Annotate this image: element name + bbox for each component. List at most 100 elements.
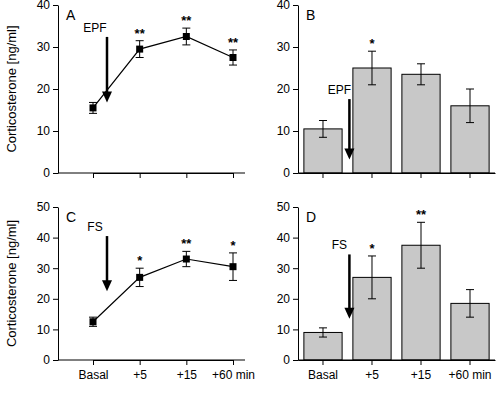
x-tick	[421, 173, 422, 178]
arrow-shaft	[106, 236, 109, 282]
arrow-shaft	[348, 254, 351, 309]
figure: 010203040ACorticosterone [ng/ml]EPF*****…	[0, 0, 500, 399]
x-axis	[299, 173, 496, 178]
x-axis: Basal+5+15+60 min	[78, 360, 255, 382]
y-tick-mark	[293, 299, 298, 300]
x-tick-mark	[322, 360, 323, 365]
x-tick-mark	[140, 173, 141, 178]
x-tick-mark	[140, 360, 141, 365]
y-tick-label: 20	[37, 292, 51, 306]
error-cap	[417, 63, 425, 64]
error-cap	[182, 266, 190, 267]
x-tick	[93, 173, 94, 178]
error-stem	[421, 64, 422, 85]
y-tick-label: 20	[37, 82, 51, 96]
y-tick-label: 30	[277, 40, 291, 54]
error-bar	[319, 121, 327, 138]
error-cap	[89, 317, 97, 318]
error-bar	[319, 328, 327, 337]
significance-label: *	[369, 36, 375, 51]
significance-label: **	[228, 35, 239, 50]
marker	[230, 263, 237, 270]
bar	[304, 332, 342, 360]
y-tick-label: 20	[277, 82, 291, 96]
y-tick-mark	[293, 131, 298, 132]
y-tick-mark	[53, 329, 58, 330]
y-tick: 10	[37, 323, 58, 337]
y-tick-mark	[53, 5, 58, 6]
y-tick-label: 10	[277, 323, 291, 337]
y-tick-mark	[53, 238, 58, 239]
x-tick-label: +5	[133, 368, 147, 382]
plot-area	[89, 28, 237, 113]
error-bar	[417, 64, 425, 85]
arrow-head	[102, 91, 112, 102]
plot-area	[304, 51, 489, 173]
y-tick-label: 40	[37, 231, 51, 245]
x-tick-mark	[93, 360, 94, 365]
y-tick: 40	[277, 231, 298, 245]
error-cap	[466, 89, 474, 90]
y-tick-mark	[53, 360, 58, 361]
y-tick-mark	[53, 131, 58, 132]
error-cap	[229, 65, 237, 66]
y-tick-label: 10	[277, 124, 291, 138]
x-tick-label: +15	[411, 368, 432, 382]
error-bar	[89, 317, 97, 326]
error-cap	[368, 84, 376, 85]
error-bar	[229, 253, 237, 281]
x-tick: +60 min	[212, 360, 255, 382]
y-axis: 01020304050	[37, 200, 59, 367]
error-cap	[89, 326, 97, 327]
y-tick-mark	[293, 89, 298, 90]
y-tick: 40	[277, 0, 298, 12]
y-tick: 40	[37, 0, 58, 12]
error-cap	[182, 44, 190, 45]
x-tick-mark	[470, 173, 471, 178]
y-tick: 20	[277, 292, 298, 306]
error-bar	[89, 102, 97, 113]
error-stem	[421, 222, 422, 268]
x-axis-line	[299, 360, 496, 361]
bar	[402, 74, 440, 173]
annotation: EPF	[83, 21, 106, 35]
y-tick-mark	[53, 47, 58, 48]
y-tick-label: 50	[277, 200, 291, 214]
panel: 010203040BEPF*	[277, 0, 496, 180]
x-tick: +15	[411, 360, 432, 382]
x-tick: +60 min	[448, 360, 491, 382]
line	[93, 259, 233, 322]
plot-area	[304, 222, 489, 360]
panel: Basal+5+15+60 min01020304050CCorticoster…	[4, 200, 255, 381]
y-tick-mark	[293, 329, 298, 330]
line	[93, 37, 233, 108]
x-tick	[470, 173, 471, 178]
y-tick: 10	[37, 124, 58, 138]
error-stem	[371, 256, 372, 299]
x-tick	[186, 173, 187, 178]
y-axis-line	[298, 208, 299, 361]
y-tick-mark	[293, 268, 298, 269]
x-tick-mark	[93, 173, 94, 178]
error-bar	[368, 51, 376, 85]
x-tick-mark	[186, 360, 187, 365]
x-axis	[94, 173, 234, 178]
error-stem	[322, 121, 323, 138]
x-tick-mark	[233, 173, 234, 178]
error-cap	[466, 317, 474, 318]
y-axis-line	[58, 208, 59, 361]
y-tick-label: 20	[277, 292, 291, 306]
y-tick: 50	[277, 200, 298, 214]
y-tick-label: 50	[37, 200, 51, 214]
y-tick-mark	[53, 207, 58, 208]
x-tick	[140, 173, 141, 178]
error-bar	[466, 89, 474, 123]
y-tick-label: 40	[277, 231, 291, 245]
x-tick-mark	[470, 360, 471, 365]
error-cap	[466, 122, 474, 123]
error-stem	[322, 328, 323, 337]
x-tick-mark	[421, 360, 422, 365]
y-tick-label: 30	[277, 262, 291, 276]
significance-label: *	[369, 241, 375, 256]
error-cap	[319, 137, 327, 138]
